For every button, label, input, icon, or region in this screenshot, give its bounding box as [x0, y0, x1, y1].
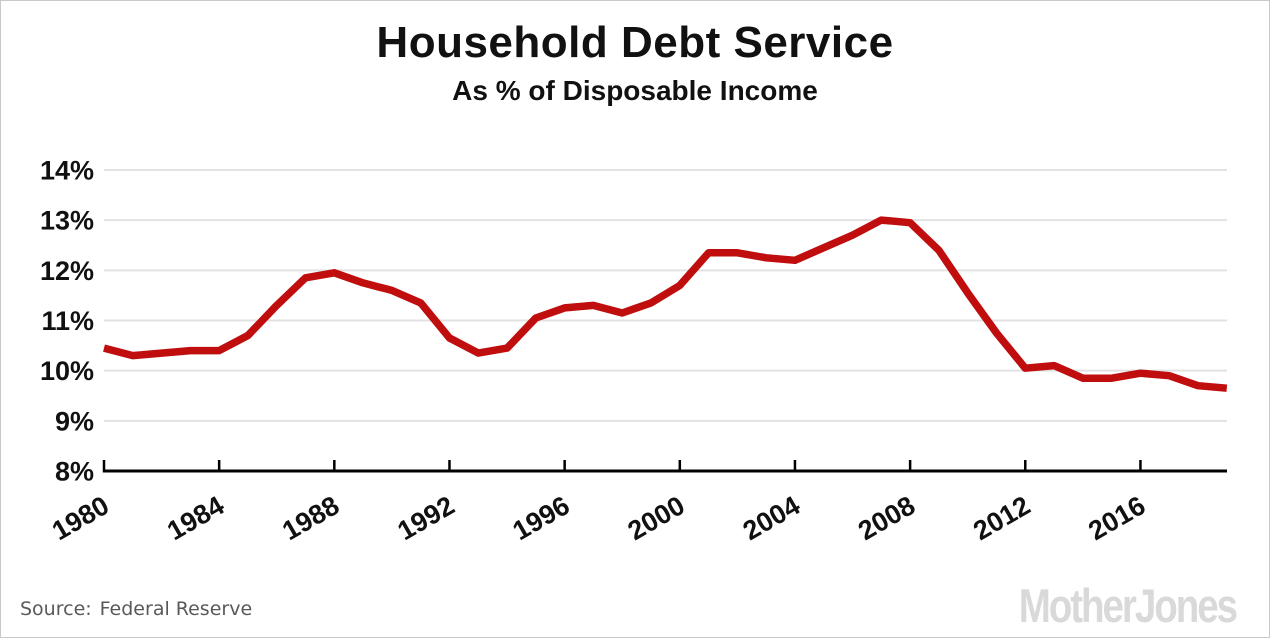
chart-subtitle: As % of Disposable Income: [452, 75, 818, 106]
debt-service-line: [103, 216, 1228, 392]
x-tick-label-2008: 2008: [853, 490, 920, 546]
x-tick-label-2000: 2000: [623, 490, 690, 546]
y-tick-label-12: 12%: [40, 256, 94, 286]
x-tick-label-1992: 1992: [392, 490, 459, 546]
x-tick-label-1984: 1984: [162, 490, 229, 546]
x-tick-label-2012: 2012: [968, 490, 1035, 546]
x-tick-label-2004: 2004: [738, 490, 805, 546]
x-tick-label-1996: 1996: [508, 490, 575, 546]
x-tick-label-1980: 1980: [47, 490, 114, 546]
x-tick-label-1988: 1988: [277, 490, 344, 546]
source-credit: Source: Federal Reserve: [20, 598, 252, 620]
source-value: Federal Reserve: [99, 598, 253, 620]
chart-title: Household Debt Service: [376, 18, 894, 67]
y-tick-label-10: 10%: [40, 356, 94, 386]
source-label: Source:: [20, 598, 92, 620]
y-tick-label-14: 14%: [40, 155, 94, 185]
y-tick-label-9: 9%: [55, 406, 94, 436]
y-tick-label-11: 11%: [41, 306, 94, 336]
mother-jones-logo: MotherJones: [1018, 579, 1238, 632]
x-tick-label-2016: 2016: [1083, 490, 1150, 546]
y-tick-label-8: 8%: [55, 457, 94, 487]
y-tick-label-13: 13%: [40, 206, 94, 236]
